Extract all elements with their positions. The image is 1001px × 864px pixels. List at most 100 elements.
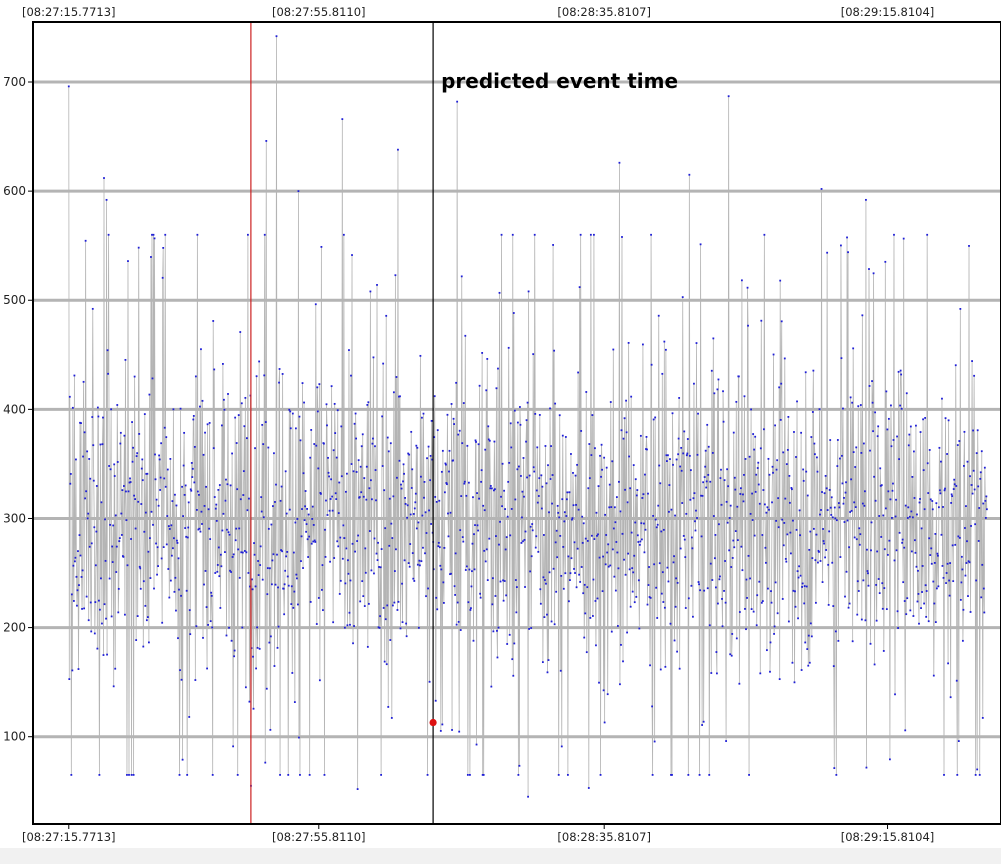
- data-point: [600, 443, 603, 446]
- data-point: [280, 549, 282, 551]
- data-point: [819, 513, 821, 516]
- data-point: [102, 654, 105, 656]
- data-point: [662, 601, 665, 603]
- data-point: [512, 674, 515, 677]
- data-point: [99, 443, 102, 446]
- data-point: [733, 476, 736, 479]
- data-point: [855, 446, 858, 449]
- data-point: [104, 518, 106, 521]
- data-point: [830, 514, 833, 516]
- data-point: [590, 534, 593, 537]
- data-point: [765, 511, 768, 514]
- data-point: [981, 563, 984, 566]
- data-point: [348, 611, 351, 614]
- top-x-tick-label: [08:27:55.8110]: [272, 5, 366, 19]
- data-point: [716, 388, 719, 391]
- data-point: [475, 441, 477, 443]
- data-point: [742, 500, 745, 503]
- data-point: [103, 603, 106, 606]
- data-point: [796, 570, 799, 573]
- data-point: [585, 391, 588, 393]
- data-point: [321, 564, 324, 566]
- data-point: [981, 717, 984, 719]
- data-point: [623, 417, 626, 420]
- data-point: [112, 524, 115, 527]
- data-point: [592, 578, 595, 581]
- data-point: [499, 580, 502, 583]
- data-point: [202, 453, 205, 456]
- data-point: [561, 498, 564, 501]
- data-point: [695, 342, 698, 344]
- data-point: [817, 549, 820, 552]
- data-point: [519, 423, 522, 426]
- data-point: [513, 409, 516, 412]
- data-point: [307, 513, 310, 516]
- data-point: [766, 649, 768, 652]
- data-point: [136, 452, 139, 455]
- data-point: [283, 613, 286, 616]
- data-point: [96, 647, 99, 650]
- data-point: [147, 550, 150, 553]
- data-point: [785, 560, 788, 563]
- data-point: [982, 587, 985, 590]
- data-point: [795, 528, 798, 531]
- data-point: [165, 543, 168, 546]
- data-point: [527, 795, 529, 798]
- y-tick-label: 400: [3, 402, 26, 416]
- data-point: [192, 415, 195, 417]
- data-point: [483, 549, 486, 552]
- data-point: [293, 701, 296, 703]
- data-point: [180, 594, 182, 597]
- data-point: [556, 504, 559, 507]
- data-point: [983, 466, 986, 469]
- data-point: [185, 535, 188, 538]
- data-point: [366, 645, 369, 648]
- data-point: [956, 444, 959, 446]
- data-point: [241, 551, 244, 554]
- data-point: [229, 484, 232, 487]
- data-point: [222, 363, 224, 365]
- data-point: [590, 454, 593, 456]
- data-point: [91, 416, 94, 418]
- data-point: [156, 546, 159, 549]
- data-point: [514, 498, 517, 501]
- data-point: [599, 774, 602, 776]
- data-point: [416, 563, 419, 566]
- data-point: [546, 613, 548, 616]
- data-point: [543, 534, 545, 536]
- data-point: [978, 507, 981, 509]
- data-point: [848, 602, 851, 605]
- data-point: [77, 668, 80, 670]
- data-point: [844, 595, 846, 598]
- data-point: [562, 587, 565, 590]
- data-point: [614, 589, 617, 592]
- data-point: [289, 410, 292, 413]
- data-point: [275, 483, 277, 486]
- data-point: [596, 597, 599, 600]
- data-point: [963, 430, 966, 433]
- data-point: [287, 584, 290, 587]
- data-point: [615, 541, 618, 543]
- data-point: [140, 467, 143, 470]
- data-point: [498, 543, 500, 546]
- data-point: [430, 523, 433, 525]
- data-point: [550, 620, 553, 623]
- data-point: [313, 539, 316, 542]
- data-point: [941, 397, 943, 400]
- data-point: [482, 504, 485, 507]
- data-point: [943, 774, 945, 776]
- data-point: [489, 487, 492, 490]
- data-point: [959, 308, 962, 310]
- data-point: [577, 508, 580, 511]
- data-point: [286, 575, 289, 578]
- data-point: [284, 569, 287, 572]
- data-point: [486, 579, 489, 582]
- data-point: [466, 444, 469, 447]
- data-point: [75, 575, 78, 578]
- data-point: [383, 660, 386, 663]
- data-point: [611, 460, 614, 463]
- data-point: [463, 480, 466, 483]
- data-point: [967, 595, 969, 597]
- data-point: [296, 518, 299, 520]
- data-point: [893, 559, 896, 562]
